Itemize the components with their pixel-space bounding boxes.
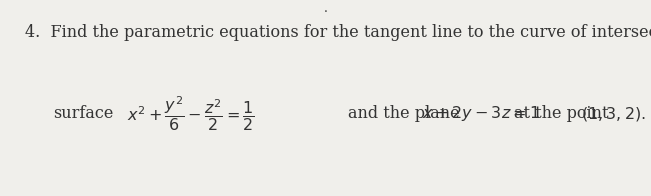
Text: $x+2y-3z=1$: $x+2y-3z=1$ — [422, 104, 540, 123]
Text: ·: · — [324, 6, 327, 19]
Text: at the point: at the point — [514, 105, 609, 122]
Text: 4.  Find the parametric equations for the tangent line to the curve of intersect: 4. Find the parametric equations for the… — [25, 24, 651, 41]
Text: $x^2+\dfrac{y^2}{6}-\dfrac{z^2}{2}=\dfrac{1}{2}$: $x^2+\dfrac{y^2}{6}-\dfrac{z^2}{2}=\dfra… — [127, 94, 255, 133]
Text: $(1,3,2).$: $(1,3,2).$ — [581, 105, 646, 123]
Text: and the plane: and the plane — [348, 105, 460, 122]
Text: surface: surface — [53, 105, 114, 122]
